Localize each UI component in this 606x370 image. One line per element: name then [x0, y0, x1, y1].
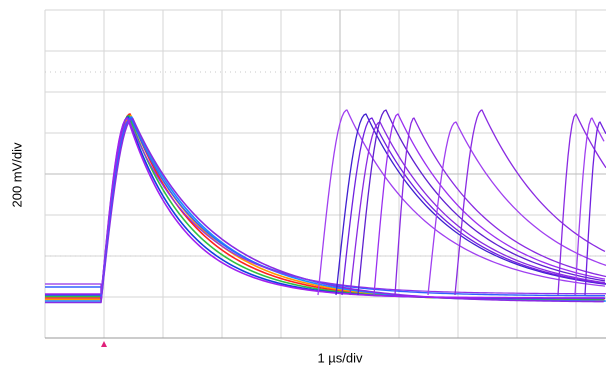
trace — [45, 116, 603, 300]
trace — [575, 118, 604, 295]
traces — [45, 110, 606, 303]
y-axis-label: 200 mV/div — [9, 142, 24, 208]
trace — [45, 119, 604, 303]
trigger-marker — [101, 341, 107, 347]
trace — [45, 116, 605, 301]
trace — [45, 114, 604, 300]
chart: 1 µs/div 200 mV/div — [0, 0, 606, 370]
trace — [45, 118, 605, 296]
trace — [45, 120, 606, 294]
trace — [45, 117, 606, 302]
x-axis-label: 1 µs/div — [317, 350, 363, 365]
trace — [585, 122, 606, 295]
trace — [558, 114, 606, 295]
trace — [358, 110, 605, 295]
